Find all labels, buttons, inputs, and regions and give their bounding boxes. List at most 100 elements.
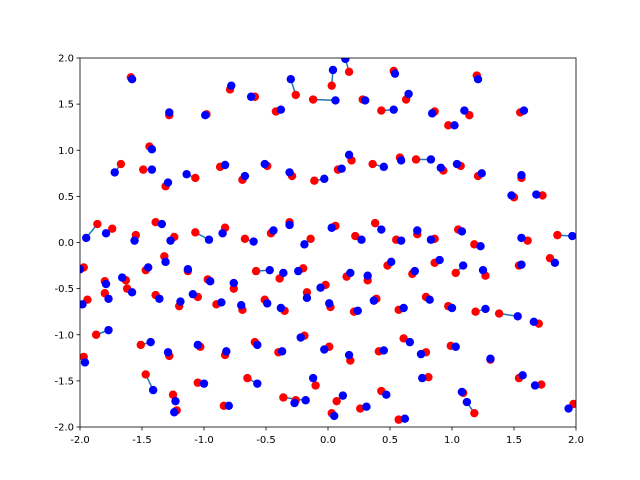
start-point — [344, 67, 354, 77]
end-point — [413, 226, 422, 235]
start-point — [191, 173, 200, 183]
x-tick-label: -1.0 — [194, 435, 214, 446]
start-point — [471, 307, 480, 316]
start-point — [451, 268, 460, 278]
x-tick-label: 1.5 — [506, 435, 522, 446]
x-tick-label: 2.0 — [568, 435, 584, 446]
start-point — [370, 218, 380, 228]
end-point — [387, 257, 396, 267]
end-point — [451, 342, 460, 351]
end-point — [117, 273, 127, 282]
end-point — [265, 265, 274, 275]
end-point — [405, 337, 415, 347]
end-point — [425, 295, 434, 304]
y-tick-label: -0.5 — [54, 284, 74, 295]
start-point — [311, 381, 320, 390]
end-point — [473, 75, 483, 84]
start-point — [91, 330, 101, 339]
x-axis: -2.0 -1.5 -1.0 -0.5 0.0 0.5 1.0 1.5 2.0 — [70, 427, 584, 446]
end-point — [146, 337, 155, 347]
end-point — [163, 178, 173, 187]
end-point — [240, 171, 250, 181]
end-point — [450, 121, 459, 130]
start-point — [279, 393, 288, 402]
end-point — [253, 340, 262, 350]
end-point — [101, 229, 111, 238]
end-point — [344, 350, 354, 360]
start-point — [377, 106, 386, 115]
start-point — [444, 121, 453, 130]
x-tick-label: 1.0 — [444, 435, 460, 446]
end-point — [377, 225, 386, 234]
end-point — [476, 241, 485, 251]
end-point — [564, 404, 573, 413]
end-point — [218, 229, 227, 238]
end-point — [80, 358, 90, 367]
end-point — [519, 106, 529, 115]
end-point — [286, 75, 295, 84]
start-point — [251, 266, 261, 276]
end-point — [227, 81, 236, 90]
end-point — [217, 298, 226, 307]
end-point — [396, 236, 406, 245]
y-tick-label: 0.5 — [58, 192, 74, 203]
end-point — [341, 58, 350, 64]
start-point — [191, 228, 200, 237]
end-point — [452, 159, 462, 169]
end-point — [382, 390, 391, 399]
end-point — [369, 296, 379, 305]
start-point — [116, 159, 126, 169]
end-point — [462, 397, 472, 407]
start-point — [332, 396, 341, 406]
start-point — [394, 415, 403, 424]
end-point — [276, 303, 286, 313]
start-point — [470, 408, 479, 418]
end-point — [279, 268, 288, 278]
start-point — [351, 231, 360, 241]
y-tick-label: -1.0 — [54, 330, 74, 341]
end-point — [229, 278, 238, 288]
end-point — [517, 260, 526, 269]
end-point — [436, 163, 446, 172]
start-point — [553, 230, 562, 240]
end-point — [80, 300, 87, 309]
end-point — [457, 387, 467, 397]
end-point — [458, 261, 468, 270]
start-point — [310, 176, 319, 185]
end-point — [337, 164, 346, 173]
start-point — [306, 234, 315, 244]
start-point — [538, 191, 547, 200]
end-point — [389, 105, 398, 114]
start-point — [136, 340, 145, 350]
end-point — [161, 257, 170, 267]
end-point — [182, 170, 191, 179]
end-point — [104, 294, 113, 303]
end-point — [237, 301, 246, 310]
end-point — [110, 168, 119, 177]
end-point — [176, 297, 185, 306]
end-point — [426, 155, 436, 164]
end-point — [353, 306, 362, 315]
end-point — [201, 110, 210, 120]
x-tick-label: -2.0 — [70, 435, 90, 446]
end-point — [249, 237, 258, 246]
end-point — [518, 371, 527, 380]
end-point — [379, 162, 388, 172]
y-tick-label: -1.5 — [54, 376, 74, 387]
end-point — [147, 145, 157, 154]
y-tick-label: 1.0 — [58, 146, 74, 157]
end-point — [362, 402, 371, 411]
start-point — [411, 155, 421, 164]
end-point — [294, 266, 303, 276]
end-point — [300, 240, 309, 249]
end-point — [171, 396, 180, 406]
end-point — [416, 349, 426, 359]
end-point — [157, 219, 167, 229]
start-point — [139, 165, 148, 174]
end-point — [331, 96, 340, 105]
end-point — [260, 159, 269, 169]
end-point — [269, 226, 278, 235]
end-point — [363, 271, 372, 280]
start-point — [494, 309, 504, 318]
y-axis: -2.0 -1.5 -1.0 -0.5 0.0 0.5 1.0 1.5 2.0 — [54, 54, 80, 434]
